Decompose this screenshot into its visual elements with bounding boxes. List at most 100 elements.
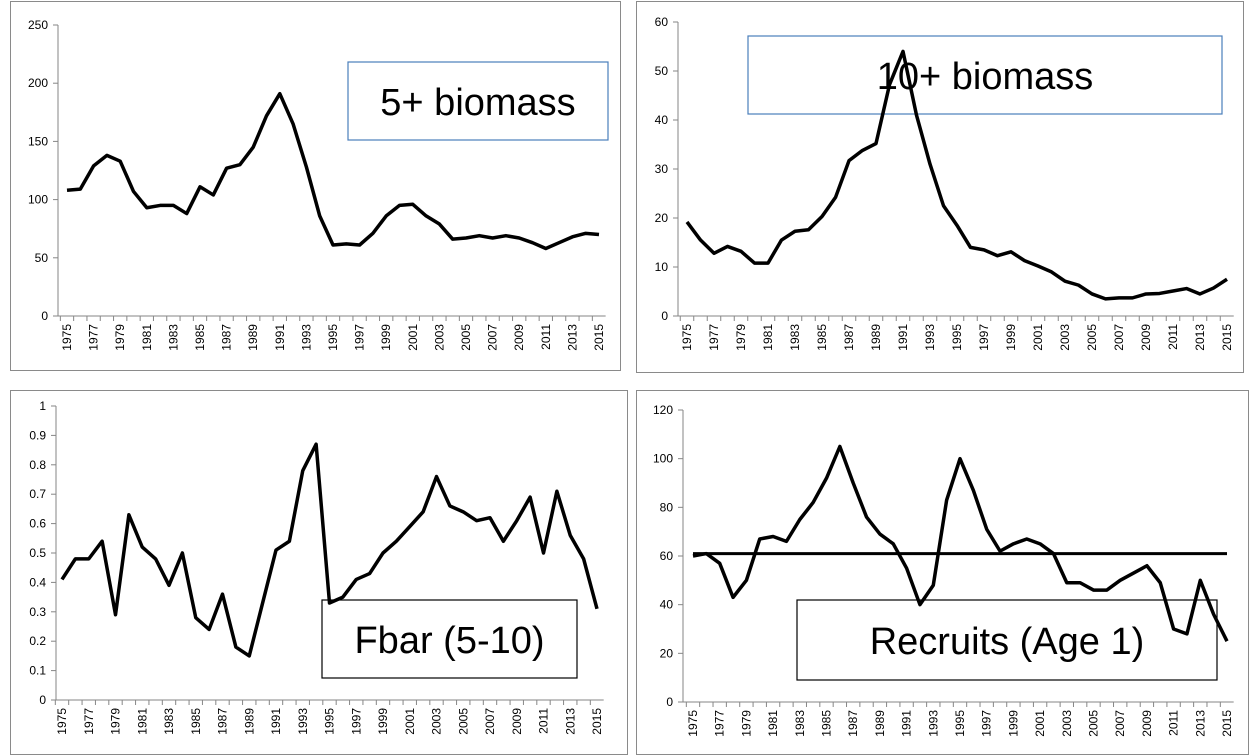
chart-panel: 0 10 20 30 40 50 60 1975 1977 1979 1981 1983 1985 198… [636,1,1244,373]
panel-border [10,390,628,755]
x-tick-label: 1999 [1006,710,1020,737]
y-tick-label: 0.9 [29,428,46,442]
x-tick-label: 1997 [980,710,994,737]
x-tick-label: 1979 [113,324,127,351]
y-tick-label: 150 [28,134,48,148]
x-tick-label: 2007 [483,708,497,735]
x-tick-label: 1999 [376,708,390,735]
x-tick-label: 1993 [923,324,937,351]
y-tick-label: 0.5 [29,546,46,560]
y-tick-label: 0 [666,695,673,709]
x-tick-label: 1975 [55,708,69,735]
x-tick-label: 1975 [60,324,74,351]
x-tick-label: 2013 [1193,324,1207,351]
x-tick-label: 2003 [432,324,446,351]
title-box [796,599,1218,681]
data-line [685,49,1228,301]
x-tick-label: 1993 [296,708,310,735]
x-tick-label: 2003 [1058,324,1072,351]
x-tick-label: 1995 [323,708,337,735]
x-tick-label: 1979 [739,710,753,737]
x-tick-label: 2015 [1220,324,1234,351]
x-tick-label: 1981 [140,324,154,351]
chart-panel: 0 0.1 0.2 0.3 0.4 0.5 0.6 0.7 0.8 0.9 1 1975 1977 197… [10,390,628,755]
y-tick-label: 250 [28,18,48,32]
y-tick-label: 60 [655,15,669,29]
x-tick-label: 2013 [1193,710,1207,737]
x-tick-label: 2007 [486,324,500,351]
y-tick-label: 50 [35,251,49,265]
x-tick-label: 1991 [896,324,910,351]
x-tick-label: 1975 [680,324,694,351]
x-tick-label: 2015 [590,708,604,735]
x-tick-label: 1975 [686,710,700,737]
x-tick-label: 2001 [1031,324,1045,351]
x-tick-label: 1977 [707,324,721,351]
x-tick-label: 1981 [766,710,780,737]
y-tick-label: 30 [655,162,669,176]
x-tick-label: 1997 [353,324,367,351]
x-tick-label: 1987 [846,710,860,737]
y-tick-label: 0.6 [29,517,46,531]
x-tick-label: 1995 [953,710,967,737]
y-tick-label: 0.1 [29,664,46,678]
y-tick-label: 20 [655,211,669,225]
y-tick-label: 100 [28,193,48,207]
y-tick-label: 50 [655,64,669,78]
chart-panel: 0 50 100 150 200 250 1975 1977 1979 1981 1983 1985 1… [10,1,621,371]
x-tick-label: 1995 [950,324,964,351]
x-tick-label: 1991 [269,708,283,735]
y-tick-label: 0 [39,693,46,707]
x-tick-label: 2009 [512,324,526,351]
x-tick-label: 2009 [510,708,524,735]
x-tick-label: 2007 [1112,324,1126,351]
x-tick-label: 1999 [379,324,393,351]
x-tick-label: 1989 [869,324,883,351]
data-line [60,442,599,658]
x-tick-label: 2005 [456,708,470,735]
x-tick-label: 1991 [273,324,287,351]
y-tick-label: 80 [660,500,674,514]
y-tick-label: 0 [41,309,48,323]
x-tick-label: 1983 [793,710,807,737]
x-tick-label: 2013 [565,324,579,351]
x-tick-label: 1995 [326,324,340,351]
y-tick-label: 40 [655,113,669,127]
y-tick-label: 0.2 [29,634,46,648]
data-line [66,91,600,251]
x-tick-label: 2001 [403,708,417,735]
x-tick-label: 2009 [1140,710,1154,737]
x-tick-label: 1979 [109,708,123,735]
x-tick-label: 1991 [900,710,914,737]
x-tick-label: 2001 [1033,710,1047,737]
x-tick-label: 2011 [537,708,551,734]
panel-border [10,1,621,371]
y-tick-label: 200 [28,76,48,90]
x-tick-label: 1981 [135,708,149,735]
x-tick-label: 1985 [820,710,834,737]
x-tick-label: 2011 [1167,710,1181,736]
panel-border [636,390,1249,755]
x-tick-label: 1983 [788,324,802,351]
x-tick-label: 2003 [430,708,444,735]
x-tick-label: 1997 [349,708,363,735]
y-tick-label: 20 [660,646,674,660]
x-tick-label: 1983 [166,324,180,351]
x-tick-label: 1987 [216,708,230,735]
y-tick-label: 0.7 [29,487,46,501]
x-tick-label: 1977 [713,710,727,737]
x-tick-label: 1999 [1004,324,1018,351]
x-tick-label: 2007 [1113,710,1127,737]
y-tick-label: 10 [655,260,669,274]
x-tick-label: 1993 [299,324,313,351]
x-tick-label: 1997 [977,324,991,351]
y-tick-label: 0.4 [29,575,46,589]
x-tick-label: 2011 [539,324,553,350]
data-line [692,444,1229,642]
x-tick-label: 1989 [242,708,256,735]
x-tick-label: 1989 [246,324,260,351]
x-tick-label: 1987 [842,324,856,351]
y-tick-label: 0 [661,309,668,323]
x-tick-label: 1979 [734,324,748,351]
